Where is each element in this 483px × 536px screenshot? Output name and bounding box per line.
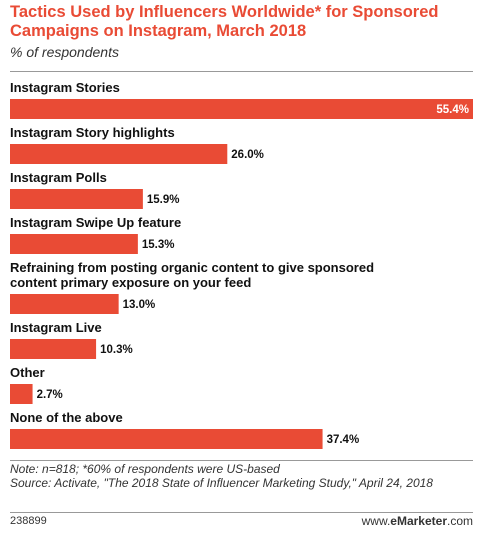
bar-chart: Instagram Stories 55.4% Instagram Story hi…: [10, 80, 473, 449]
category-label: Instagram Swipe Up feature: [10, 215, 181, 230]
brand-prefix: www.: [361, 514, 391, 528]
chart-notes: Note: n=818; *60% of respondents were US…: [10, 462, 475, 490]
value-label: 15.3%: [142, 239, 175, 251]
brand-name: eMarketer: [390, 514, 447, 528]
chart-id: 238899: [10, 515, 47, 527]
bar: [10, 234, 138, 254]
note-text: Note: n=818; *60% of respondents were US…: [10, 462, 280, 476]
bar: [10, 99, 473, 119]
value-label: 15.9%: [147, 194, 180, 206]
value-label: 55.4%: [436, 104, 469, 116]
value-label: 26.0%: [231, 149, 264, 161]
category-label: Instagram Stories: [10, 80, 120, 95]
category-label: Other: [10, 365, 45, 380]
category-label: content primary exposure on your feed: [10, 275, 251, 290]
value-label: 13.0%: [123, 299, 156, 311]
value-label: 37.4%: [327, 434, 360, 446]
brand-url: www.eMarketer.com: [362, 514, 473, 528]
top-divider: [10, 71, 473, 72]
note-divider: [10, 460, 473, 461]
value-label: 10.3%: [100, 344, 133, 356]
category-label: Instagram Polls: [10, 170, 107, 185]
bar: [10, 384, 33, 404]
category-label: None of the above: [10, 410, 123, 425]
category-label: Instagram Live: [10, 320, 102, 335]
chart-subtitle: % of respondents: [10, 44, 119, 60]
bar: [10, 189, 143, 209]
category-label: Refraining from posting organic content …: [10, 260, 374, 275]
bar: [10, 339, 97, 359]
bar: [10, 144, 228, 164]
bar: [10, 429, 323, 449]
value-label: 2.7%: [37, 389, 63, 401]
footer-divider: [10, 512, 473, 513]
category-label: Instagram Story highlights: [10, 125, 175, 140]
source-text: Source: Activate, "The 2018 State of Inf…: [10, 476, 433, 490]
bar: [10, 294, 119, 314]
chart-title: Tactics Used by Influencers Worldwide* f…: [10, 3, 439, 40]
brand-suffix: .com: [446, 514, 473, 528]
